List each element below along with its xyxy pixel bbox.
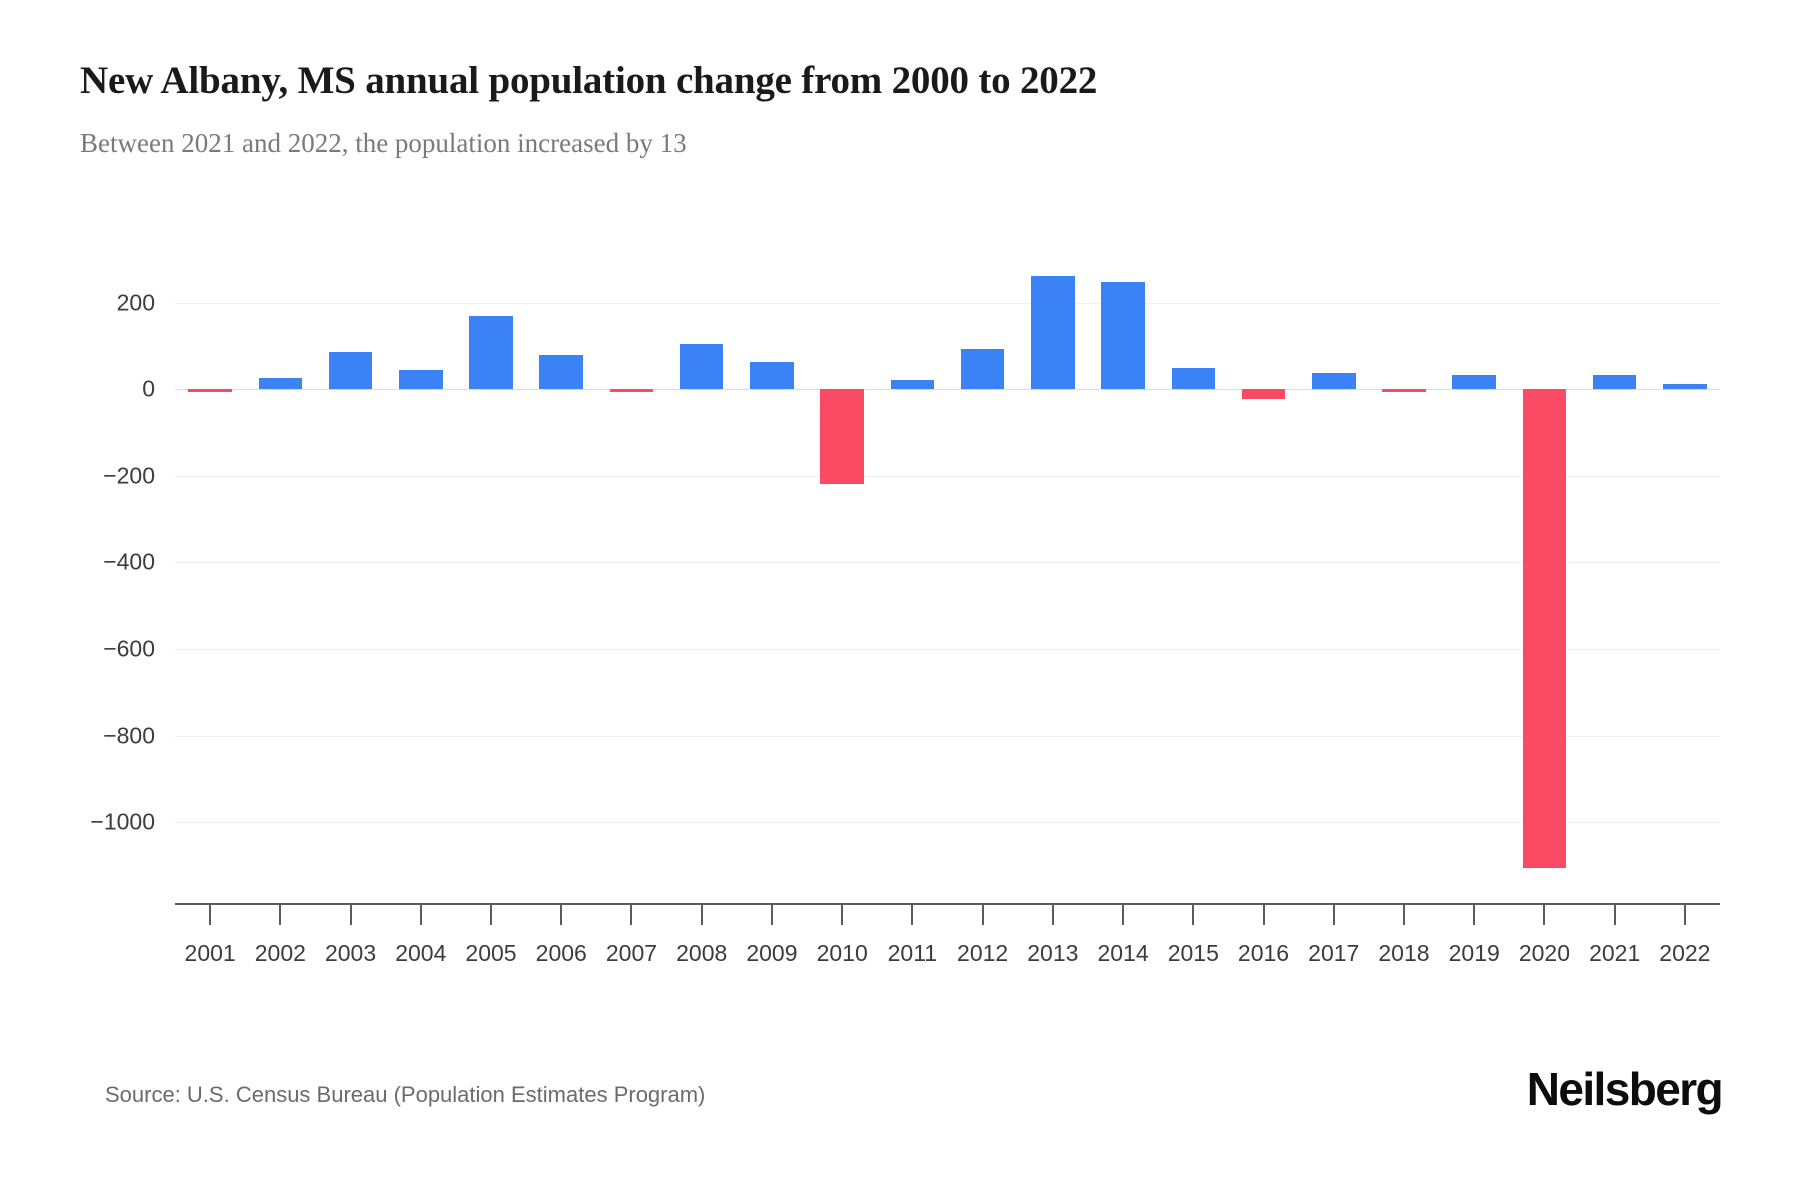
bar-2019[interactable] bbox=[1452, 375, 1496, 390]
bar-2011[interactable] bbox=[890, 379, 935, 390]
bar-2001[interactable] bbox=[188, 389, 232, 392]
x-axis-tick-label: 2002 bbox=[254, 940, 306, 966]
zero-line bbox=[175, 389, 1720, 391]
bar-2020[interactable] bbox=[1522, 389, 1567, 869]
y-axis-tick-label: −600 bbox=[103, 635, 155, 662]
y-axis-tick-label: 200 bbox=[116, 289, 155, 316]
x-axis-tick-label: 2022 bbox=[1659, 940, 1711, 966]
x-axis-tick-mark bbox=[1402, 905, 1405, 925]
x-axis-tick-mark bbox=[349, 905, 352, 925]
bar-2015[interactable] bbox=[1171, 368, 1216, 390]
bar-2003[interactable] bbox=[328, 352, 373, 390]
bar-2014[interactable] bbox=[1101, 282, 1145, 390]
x-axis-tick-mark bbox=[1332, 905, 1335, 925]
chart-subtitle: Between 2021 and 2022, the population in… bbox=[80, 128, 687, 158]
gridline bbox=[175, 302, 1720, 304]
x-axis-tick-mark bbox=[1051, 905, 1054, 925]
x-axis-tick-mark bbox=[1192, 905, 1195, 925]
gridline bbox=[175, 822, 1720, 824]
y-axis-tick-label: −800 bbox=[103, 722, 155, 748]
y-axis-tick-label: −200 bbox=[103, 462, 155, 489]
x-axis-tick-mark bbox=[1262, 905, 1265, 925]
x-axis-tick-label: 2020 bbox=[1518, 940, 1571, 966]
bar-2017[interactable] bbox=[1311, 372, 1356, 390]
x-axis-tick-mark bbox=[1543, 905, 1546, 925]
bar-2021[interactable] bbox=[1592, 374, 1637, 390]
y-axis-tick-labels: 200 0 −200 −400 −600 −800 −1000 bbox=[0, 255, 155, 900]
x-axis-tick-label: 2018 bbox=[1378, 940, 1430, 966]
bar-2002[interactable] bbox=[258, 378, 303, 390]
bar-2018[interactable] bbox=[1382, 389, 1426, 392]
x-axis-tick-label: 2017 bbox=[1308, 940, 1360, 966]
x-axis-tick-label: 2010 bbox=[816, 940, 868, 966]
x-axis-tick-label: 2009 bbox=[746, 940, 798, 966]
x-axis-tick-mark bbox=[911, 905, 914, 925]
brand-logo: Neilsberg bbox=[1526, 1063, 1724, 1115]
page-title: New Albany, MS annual population change … bbox=[80, 59, 1098, 102]
x-axis-tick-mark bbox=[1122, 905, 1125, 925]
gridline bbox=[175, 735, 1720, 737]
y-axis-tick-label: 0 bbox=[142, 375, 155, 402]
bar-2016[interactable] bbox=[1241, 389, 1286, 399]
x-axis-tick-label: 2021 bbox=[1589, 940, 1641, 966]
x-axis-tick-mark bbox=[981, 905, 984, 925]
x-axis-tick-mark bbox=[1683, 905, 1686, 925]
bar-2013[interactable] bbox=[1031, 275, 1075, 390]
y-axis-tick-label: −400 bbox=[103, 548, 155, 575]
source-note: Source: U.S. Census Bureau (Population E… bbox=[105, 1082, 706, 1107]
x-axis-tick-mark bbox=[490, 905, 493, 925]
x-axis-tick-label: 2013 bbox=[1027, 940, 1079, 966]
bar-2012[interactable] bbox=[960, 349, 1005, 390]
x-axis-tick-label: 2019 bbox=[1448, 940, 1500, 966]
y-axis-tick-label: −1000 bbox=[90, 808, 155, 835]
bar-2007[interactable] bbox=[609, 389, 654, 392]
x-axis-tick-mark bbox=[279, 905, 282, 925]
x-axis-tick-label: 2004 bbox=[395, 940, 447, 966]
x-axis-line bbox=[175, 903, 1720, 905]
x-axis-tick-mark bbox=[770, 905, 773, 925]
gridline bbox=[175, 562, 1720, 564]
x-axis-tick-label: 2005 bbox=[465, 940, 517, 966]
x-axis-tick-mark bbox=[700, 905, 703, 925]
x-axis-tick-label: 2012 bbox=[957, 940, 1009, 966]
bar-2004[interactable] bbox=[399, 369, 443, 390]
x-axis-tick-mark bbox=[630, 905, 633, 925]
x-axis-tick-label: 2007 bbox=[605, 940, 658, 966]
gridline bbox=[175, 648, 1720, 650]
bar-2010[interactable] bbox=[820, 389, 864, 484]
gridline bbox=[175, 475, 1720, 477]
bar-2005[interactable] bbox=[469, 315, 513, 390]
x-axis-tick-label: 2008 bbox=[676, 940, 728, 966]
bar-2022[interactable] bbox=[1663, 383, 1707, 390]
x-axis-tick-mark bbox=[560, 905, 563, 925]
x-axis-tick-mark bbox=[209, 905, 212, 925]
x-axis-tick-label: 2016 bbox=[1237, 940, 1290, 966]
x-axis-tick-label: 2011 bbox=[887, 940, 938, 966]
x-axis-tick-label: 2015 bbox=[1167, 940, 1219, 966]
x-axis-tick-mark bbox=[1473, 905, 1476, 925]
bar-2008[interactable] bbox=[679, 343, 724, 390]
bar-2009[interactable] bbox=[750, 362, 794, 390]
x-axis-tick-label: 2014 bbox=[1097, 940, 1149, 966]
plot-area bbox=[175, 255, 1720, 900]
x-axis-tick-mark bbox=[1613, 905, 1616, 925]
x-axis-tick-label: 2003 bbox=[324, 940, 377, 966]
x-axis-tick-label: 2001 bbox=[184, 940, 236, 966]
x-axis-tick-label: 2006 bbox=[535, 940, 587, 966]
bar-2006[interactable] bbox=[539, 354, 583, 390]
x-axis-tick-mark bbox=[841, 905, 844, 925]
x-axis-tick-mark bbox=[419, 905, 422, 925]
